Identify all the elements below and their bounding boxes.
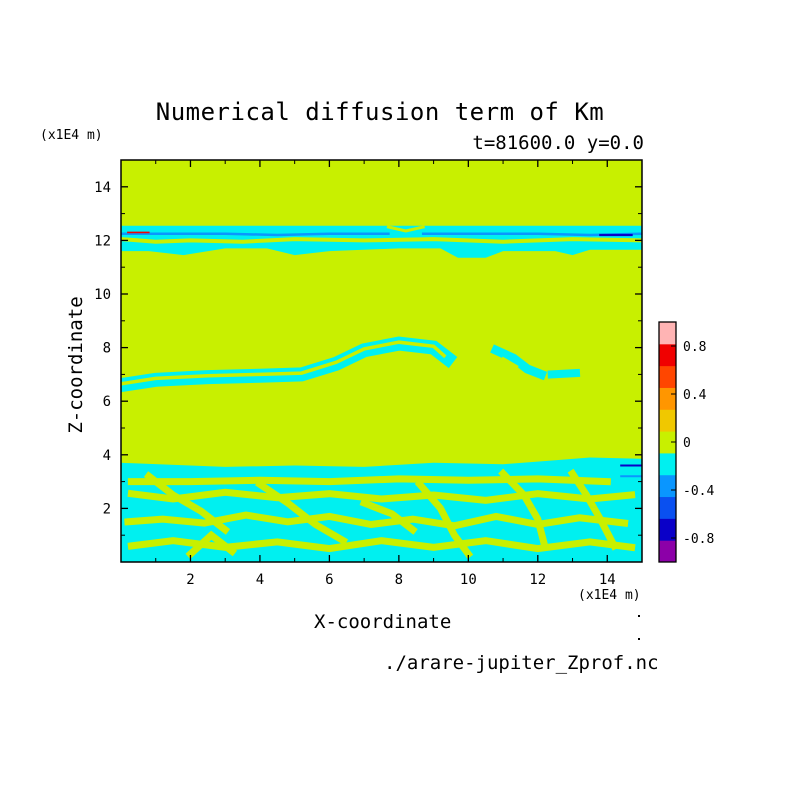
colorbar-label: -0.8 <box>683 532 714 547</box>
plot-frame <box>120 159 643 563</box>
x-axis-unit: (x1E4 m) <box>578 588 641 603</box>
mid-blob-core <box>501 356 519 369</box>
x-tick-label: 6 <box>325 572 333 588</box>
upper-band-core <box>121 237 642 244</box>
colorbar-segment <box>659 452 676 476</box>
lower-layer-core <box>498 468 549 551</box>
mid-blob-small <box>547 368 581 379</box>
mid-blob <box>490 344 548 381</box>
colorbar-segment <box>659 431 676 454</box>
y-tick-label: 12 <box>94 233 111 249</box>
colorbar-segment <box>659 409 676 432</box>
lower-layer-core <box>185 530 238 559</box>
marker-dot <box>638 615 640 617</box>
lower-layer-core <box>359 498 418 535</box>
colorbar-label: 0 <box>683 436 691 451</box>
y-tick-label: 4 <box>103 448 111 464</box>
lower-layer-core <box>255 479 349 546</box>
mid-plume-core <box>121 340 447 386</box>
lower-layer-core <box>143 471 231 535</box>
upper-band-edge <box>121 232 390 237</box>
lower-layer-core <box>127 488 636 504</box>
lower-layer-core <box>127 537 636 553</box>
x-axis-label: X-coordinate <box>314 611 452 633</box>
x-tick-label: 10 <box>460 572 477 588</box>
lower-layer-core <box>567 468 619 551</box>
x-tick-label: 14 <box>599 572 616 588</box>
x-tick-label: 4 <box>256 572 264 588</box>
colorbar-segment <box>659 496 676 519</box>
x-tick-label: 2 <box>186 572 194 588</box>
lower-layer-core <box>127 475 611 486</box>
y-tick-label: 10 <box>94 287 111 303</box>
colorbar-segment <box>659 474 676 498</box>
y-tick-label: 2 <box>103 501 111 517</box>
x-tick-label: 12 <box>529 572 546 588</box>
colorbar-segment <box>659 365 676 388</box>
chart-title: Numerical diffusion term of Km <box>155 98 605 126</box>
colorbar-segment <box>659 540 676 563</box>
colorbar-segment <box>659 343 676 367</box>
y-tick-label: 6 <box>103 394 111 410</box>
y-tick-label: 8 <box>103 341 111 357</box>
colorbar-segment <box>659 518 676 541</box>
lower-layer-core <box>414 479 474 559</box>
chart-subtitle: t=81600.0 y=0.0 <box>472 132 644 154</box>
upper-band-gap <box>386 225 425 233</box>
colorbar-segment <box>659 387 676 410</box>
y-tick-label: 14 <box>94 180 111 196</box>
x-tick-label: 8 <box>395 572 403 588</box>
colorbar-label: 0.8 <box>683 340 706 355</box>
marker-dot <box>638 638 640 640</box>
source-file-label: ./arare-jupiter_Zprof.nc <box>384 652 659 674</box>
colorbar-label: -0.4 <box>683 484 714 499</box>
colorbar-segment <box>659 322 676 345</box>
y-axis-unit: (x1E4 m) <box>40 128 103 143</box>
colorbar-label: 0.4 <box>683 388 707 403</box>
